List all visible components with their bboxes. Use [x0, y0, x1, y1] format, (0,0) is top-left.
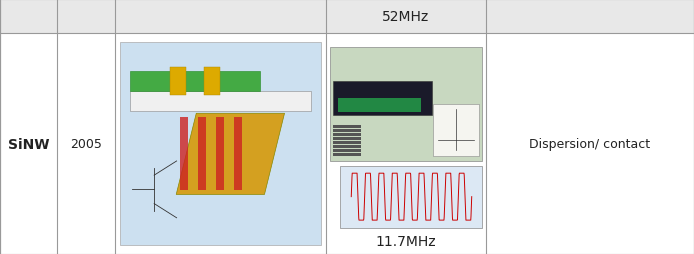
Bar: [0, 34, 57, 254]
Bar: [338, 99, 421, 113]
Bar: [130, 92, 311, 112]
Bar: [486, 34, 694, 254]
Text: 2005: 2005: [70, 138, 101, 151]
Bar: [330, 47, 482, 162]
Bar: [217, 118, 224, 191]
Bar: [433, 105, 479, 156]
Text: Dispersion/ contact: Dispersion/ contact: [530, 138, 650, 151]
Bar: [326, 34, 486, 254]
Bar: [170, 67, 186, 96]
Bar: [333, 137, 361, 140]
Bar: [333, 125, 361, 128]
Text: 11.7MHz: 11.7MHz: [375, 234, 437, 248]
Bar: [120, 43, 321, 245]
Bar: [333, 145, 361, 148]
Bar: [180, 118, 188, 191]
Text: SiNW: SiNW: [8, 137, 49, 151]
Bar: [333, 129, 361, 132]
Polygon shape: [176, 114, 285, 195]
Bar: [235, 118, 242, 191]
Bar: [130, 71, 260, 92]
Bar: [340, 166, 482, 228]
Bar: [333, 82, 432, 116]
Bar: [204, 67, 220, 96]
Text: 52MHz: 52MHz: [382, 10, 430, 24]
Bar: [333, 141, 361, 144]
Bar: [57, 34, 115, 254]
Bar: [0, 0, 694, 34]
Bar: [333, 153, 361, 156]
Bar: [115, 34, 326, 254]
Bar: [333, 133, 361, 136]
Bar: [333, 149, 361, 152]
Bar: [198, 118, 206, 191]
